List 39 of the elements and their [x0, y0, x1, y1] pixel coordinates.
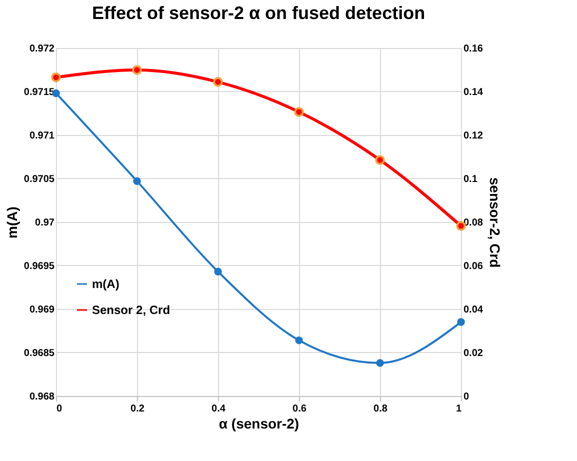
y-tick-label: 0.972	[29, 44, 55, 54]
chart-title: Effect of sensor-2 α on fused detection	[92, 3, 426, 23]
point	[51, 72, 61, 82]
x-tick-label: 0.6	[292, 404, 307, 414]
y2-tick-label: 0.12	[464, 130, 484, 142]
legend-label: Sensor 2, Crd	[92, 303, 170, 317]
x-tick-label: 0.4	[212, 404, 226, 414]
point	[133, 177, 141, 185]
x-axis-title: α (sensor-2)	[218, 416, 300, 432]
y-tick-label: 0.969	[29, 304, 55, 316]
y-tick-label: 0.97	[35, 218, 55, 228]
y-tick-label: 0.9705	[24, 174, 55, 185]
x-tick-label: 0.8	[374, 404, 388, 414]
y-axis-title: m(A)	[4, 206, 20, 238]
point	[214, 268, 222, 276]
y-tick-label: 0.9695	[24, 261, 55, 272]
point	[295, 336, 303, 344]
point	[132, 65, 142, 75]
y-tick-label: 0.9685	[24, 348, 55, 359]
y-tick-label: 0.968	[29, 392, 55, 402]
point	[376, 359, 384, 367]
legend-label: m(A)	[92, 277, 120, 291]
y2-tick-label: 0.06	[464, 261, 484, 272]
y2-tick-label: 0.02	[464, 348, 484, 359]
y2-tick-label: 0.1	[464, 174, 478, 185]
y-tick-label: 0.971	[29, 130, 55, 142]
y2-tick-label: 0.08	[464, 218, 484, 228]
point	[457, 318, 465, 326]
y2-tick-label: 0.04	[464, 304, 484, 316]
point	[213, 77, 223, 87]
y2-tick-label: 0.16	[464, 44, 484, 54]
y2-axis-title: sensor-2, Crd	[486, 177, 503, 268]
point	[375, 155, 385, 165]
x-tick-label: 1	[456, 404, 462, 414]
y2-tick-label: 0	[464, 392, 470, 402]
y2-tick-label: 0.14	[464, 87, 484, 98]
x-tick-label: 0.2	[130, 404, 145, 414]
x-tick-label: 0	[56, 404, 62, 414]
point	[294, 107, 304, 117]
